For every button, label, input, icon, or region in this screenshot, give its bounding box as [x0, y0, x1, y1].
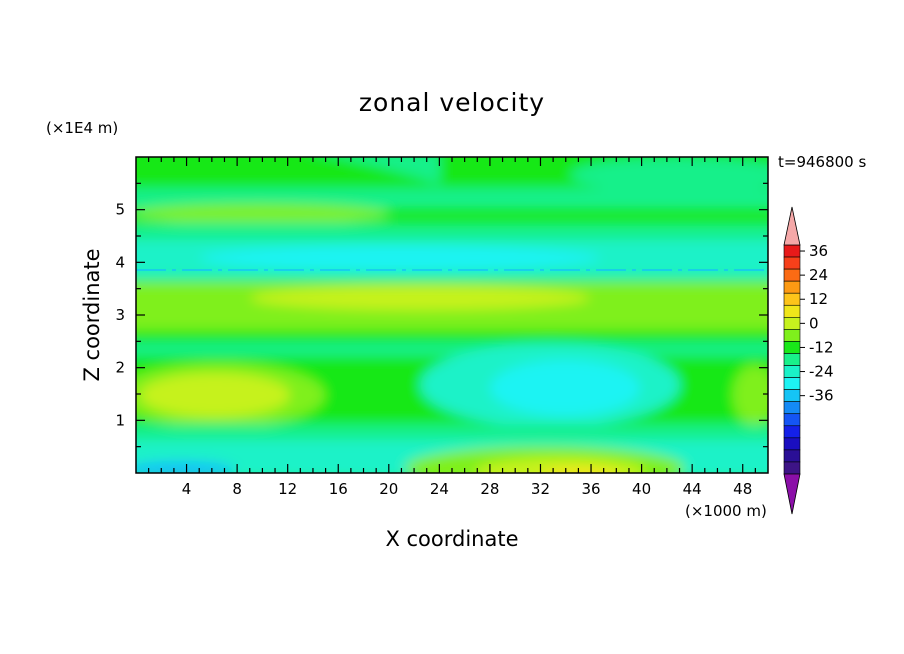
field-patch	[200, 246, 600, 270]
x-tick-label: 24	[430, 480, 449, 498]
field-patch	[490, 360, 640, 416]
x-tick-label: 44	[683, 480, 702, 498]
y-tick-label: 5	[115, 201, 125, 219]
x-tick-label: 36	[581, 480, 600, 498]
colorbar-swatch	[783, 292, 801, 306]
colorbar-label: 12	[809, 290, 828, 308]
x-tick-label: 20	[379, 480, 398, 498]
colorbar-label: 0	[809, 314, 819, 332]
colorbar-swatch	[783, 317, 801, 330]
colorbar-swatch	[783, 437, 801, 451]
colorbar-swatch	[783, 389, 801, 402]
colorbar-label: -12	[809, 338, 834, 356]
x-axis-label: X coordinate	[0, 527, 904, 551]
plot-field	[136, 157, 768, 473]
x-tick-label: 16	[329, 480, 348, 498]
colorbar-swatch	[783, 244, 801, 258]
x-axis-unit: (×1000 m)	[685, 502, 767, 520]
x-tick-label: 8	[232, 480, 242, 498]
colorbar-over-triangle	[783, 206, 801, 246]
colorbar-swatch	[783, 365, 801, 378]
colorbar-label: 36	[809, 242, 828, 260]
colorbar-swatch	[783, 401, 801, 415]
x-tick-label: 40	[632, 480, 651, 498]
field-band	[136, 330, 768, 344]
field-patch	[140, 373, 290, 417]
x-tick-label: 4	[182, 480, 192, 498]
x-tick-label: 48	[733, 480, 752, 498]
colorbar-label: -36	[809, 387, 834, 405]
colorbar: 36 24 12 0 -12 -24 -36	[783, 206, 834, 515]
y-tick-label: 1	[115, 411, 125, 429]
x-tick-label: 28	[480, 480, 499, 498]
y-tick-label: 3	[115, 306, 125, 324]
colorbar-swatch	[783, 413, 801, 427]
field-patch	[733, 365, 768, 425]
x-tick-label: 32	[531, 480, 550, 498]
colorbar-swatch	[783, 341, 801, 354]
x-axis-ticks: 4 8 12 16 20 24 28 32 36 40 44 48	[148, 157, 756, 498]
field-patch	[541, 467, 619, 473]
colorbar-swatch	[783, 449, 801, 463]
colorbar-swatch	[783, 304, 801, 318]
y-axis-unit: (×1E4 m)	[46, 119, 119, 137]
chart-title: zonal velocity	[358, 88, 546, 117]
y-tick-label: 2	[115, 359, 125, 377]
field-patch	[136, 204, 390, 224]
time-annotation: t=946800 s	[778, 153, 867, 171]
colorbar-swatch	[783, 256, 801, 270]
x-tick-label: 12	[278, 480, 297, 498]
colorbar-swatch	[783, 377, 801, 390]
y-tick-label: 4	[115, 253, 125, 271]
field-band	[136, 276, 768, 286]
field-band	[136, 424, 768, 444]
field-patch	[250, 286, 590, 310]
y-axis-ticks: 1 2 3 4 5	[115, 182, 768, 448]
colorbar-swatch	[783, 425, 801, 439]
field-patch	[570, 157, 768, 193]
colorbar-swatch	[783, 461, 801, 475]
colorbar-under-triangle	[783, 473, 801, 515]
colorbar-label: -24	[809, 363, 834, 381]
field-band	[334, 157, 440, 185]
colorbar-swatch	[783, 280, 801, 294]
colorbar-label: 24	[809, 266, 828, 284]
colorbar-swatch	[783, 268, 801, 282]
field-patch	[136, 461, 235, 473]
colorbar-swatch	[783, 329, 801, 342]
colorbar-swatch	[783, 353, 801, 366]
x-axis-label-text: X coordinate	[385, 527, 519, 551]
